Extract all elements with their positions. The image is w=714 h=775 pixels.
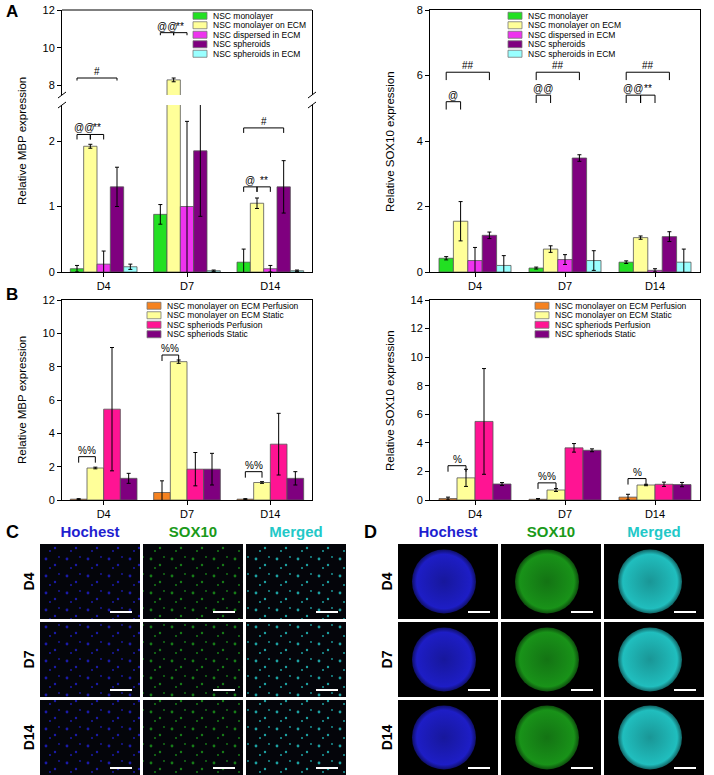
svg-text:2: 2	[417, 200, 423, 212]
svg-text:D7: D7	[180, 280, 194, 292]
svg-text:**: **	[93, 122, 101, 133]
svg-text:10: 10	[43, 327, 55, 339]
svg-text:D7: D7	[180, 508, 194, 520]
svg-text:D14: D14	[645, 508, 665, 520]
svg-text:Merged: Merged	[627, 523, 680, 540]
svg-text:D4: D4	[468, 508, 482, 520]
svg-text:12: 12	[411, 322, 423, 334]
svg-text:2: 2	[49, 461, 55, 473]
svg-text:NSC monolayer on ECM: NSC monolayer on ECM	[213, 20, 306, 30]
svg-text:Merged: Merged	[269, 523, 322, 540]
svg-text:#: #	[94, 66, 100, 77]
svg-text:%%: %%	[78, 445, 96, 456]
svg-text:D4: D4	[379, 572, 395, 590]
svg-text:6: 6	[49, 394, 55, 406]
svg-text:2: 2	[49, 135, 55, 147]
svg-text:NSC monolayer on ECM Perfusion: NSC monolayer on ECM Perfusion	[555, 301, 687, 311]
svg-text:@@: @@	[623, 83, 643, 94]
svg-text:Relative SOX10 expression: Relative SOX10 expression	[384, 330, 396, 471]
svg-text:D7: D7	[558, 280, 572, 292]
svg-text:B: B	[6, 285, 18, 304]
svg-text:D14: D14	[21, 724, 37, 750]
svg-text:8: 8	[49, 79, 55, 91]
svg-text:D4: D4	[97, 280, 111, 292]
svg-text:10: 10	[43, 42, 55, 54]
svg-text:Relative MBP expression: Relative MBP expression	[16, 77, 28, 205]
svg-text:D7: D7	[21, 650, 37, 668]
svg-text:4: 4	[417, 135, 423, 147]
svg-text:6: 6	[417, 69, 423, 81]
svg-text:%: %	[453, 454, 462, 465]
svg-text:D14: D14	[379, 724, 395, 750]
svg-text:14: 14	[411, 294, 423, 306]
svg-text:Hochest: Hochest	[60, 523, 119, 540]
svg-text:%%: %%	[245, 460, 263, 471]
svg-text:C: C	[6, 522, 19, 542]
svg-text:##: ##	[642, 60, 654, 71]
svg-text:0: 0	[49, 266, 55, 278]
svg-text:Relative SOX10 expression: Relative SOX10 expression	[384, 71, 396, 212]
svg-text:##: ##	[552, 60, 564, 71]
svg-text:NSC dispersed in ECM: NSC dispersed in ECM	[528, 30, 615, 40]
svg-text:12: 12	[43, 294, 55, 306]
svg-text:**: **	[176, 21, 184, 32]
svg-text:Hochest: Hochest	[418, 523, 477, 540]
svg-text:4: 4	[417, 437, 423, 449]
svg-text:NSC monolayer: NSC monolayer	[213, 11, 273, 21]
svg-text:NSC monolayer: NSC monolayer	[528, 11, 588, 21]
svg-text:10: 10	[411, 351, 423, 363]
svg-text:2: 2	[417, 465, 423, 477]
svg-text:Relative MBP expression: Relative MBP expression	[16, 336, 28, 464]
svg-text:D: D	[364, 522, 377, 542]
svg-text:SOX10: SOX10	[169, 523, 217, 540]
svg-text:NSC monolayer on ECM Static: NSC monolayer on ECM Static	[167, 310, 284, 320]
svg-text:**: **	[260, 175, 268, 186]
svg-text:%%: %%	[161, 343, 179, 354]
svg-text:NSC spheriods Perfusion: NSC spheriods Perfusion	[555, 320, 651, 330]
svg-text:8: 8	[417, 4, 423, 16]
svg-text:**: **	[644, 83, 652, 94]
svg-text:8: 8	[417, 380, 423, 392]
svg-text:NSC monolayer on ECM: NSC monolayer on ECM	[528, 20, 621, 30]
svg-text:1: 1	[49, 200, 55, 212]
svg-text:0: 0	[417, 266, 423, 278]
svg-text:D4: D4	[468, 280, 482, 292]
svg-text:0: 0	[417, 494, 423, 506]
svg-text:NSC spheriods Static: NSC spheriods Static	[555, 329, 637, 339]
svg-text:NSC dispersed in ECM: NSC dispersed in ECM	[213, 30, 300, 40]
svg-text:4: 4	[49, 427, 55, 439]
svg-text:%%: %%	[538, 471, 556, 482]
svg-text:@@: @@	[157, 21, 177, 32]
svg-text:@@: @@	[533, 83, 553, 94]
svg-text:NSC spheroids: NSC spheroids	[213, 39, 270, 49]
svg-text:D14: D14	[260, 280, 280, 292]
svg-text:%: %	[633, 467, 642, 478]
svg-text:NSC spheriods Static: NSC spheriods Static	[167, 329, 249, 339]
svg-text:@: @	[448, 90, 458, 101]
svg-text:NSC spheriods Perfusion: NSC spheriods Perfusion	[167, 320, 263, 330]
svg-text:@: @	[245, 175, 255, 186]
svg-text:NSC spheroids: NSC spheroids	[528, 39, 585, 49]
svg-text:D14: D14	[260, 508, 280, 520]
svg-text:D7: D7	[558, 508, 572, 520]
svg-text:SOX10: SOX10	[527, 523, 575, 540]
svg-text:##: ##	[462, 60, 474, 71]
svg-text:D7: D7	[379, 650, 395, 668]
svg-text:NSC monolayer on ECM Perfusion: NSC monolayer on ECM Perfusion	[167, 301, 299, 311]
svg-text:NSC spheroids in ECM: NSC spheroids in ECM	[528, 49, 615, 59]
svg-text:8: 8	[49, 361, 55, 373]
svg-text:12: 12	[43, 4, 55, 16]
svg-text:@@: @@	[74, 122, 94, 133]
svg-text:0: 0	[49, 494, 55, 506]
svg-text:6: 6	[417, 408, 423, 420]
svg-text:NSC monolayer on ECM Static: NSC monolayer on ECM Static	[555, 310, 672, 320]
svg-text:A: A	[6, 2, 18, 21]
svg-text:D14: D14	[645, 280, 665, 292]
svg-text:#: #	[261, 116, 267, 127]
svg-text:D4: D4	[97, 508, 111, 520]
svg-text:D4: D4	[21, 572, 37, 590]
svg-text:NSC spheroids in ECM: NSC spheroids in ECM	[213, 49, 300, 59]
